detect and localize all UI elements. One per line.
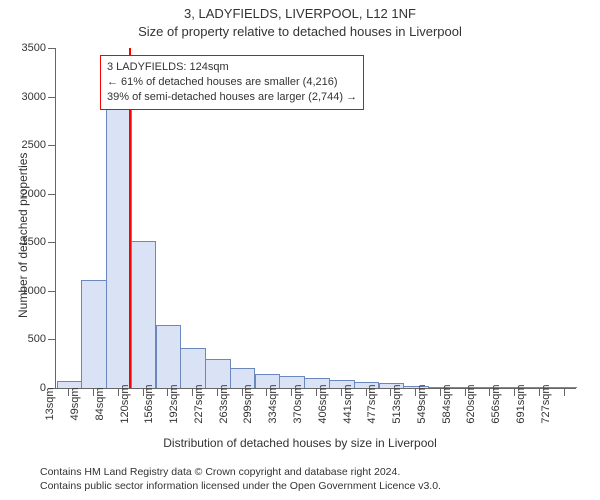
x-tick-label: 477sqm bbox=[366, 384, 378, 423]
y-tick bbox=[48, 145, 56, 146]
y-tick bbox=[48, 339, 56, 340]
x-tick-label: 620sqm bbox=[465, 384, 477, 423]
y-tick bbox=[48, 97, 56, 98]
x-tick bbox=[564, 388, 565, 396]
x-tick-label: 406sqm bbox=[317, 384, 329, 423]
footer-line1: Contains HM Land Registry data © Crown c… bbox=[40, 466, 441, 480]
x-tick-label: 49sqm bbox=[69, 387, 81, 420]
histogram-bar bbox=[131, 241, 157, 388]
x-tick-label: 370sqm bbox=[292, 384, 304, 423]
callout-line3: 39% of semi-detached houses are larger (… bbox=[107, 90, 357, 105]
x-tick-label: 120sqm bbox=[119, 384, 131, 423]
x-tick-label: 549sqm bbox=[416, 384, 428, 423]
x-tick-label: 227sqm bbox=[193, 384, 205, 423]
x-tick-label: 691sqm bbox=[515, 384, 527, 423]
y-tick-label: 2500 bbox=[22, 139, 46, 151]
x-axis-label: Distribution of detached houses by size … bbox=[0, 436, 600, 450]
footer-attribution: Contains HM Land Registry data © Crown c… bbox=[40, 466, 441, 493]
x-tick-label: 513sqm bbox=[391, 384, 403, 423]
x-tick-label: 656sqm bbox=[490, 384, 502, 423]
x-tick-label: 299sqm bbox=[242, 384, 254, 423]
y-tick-label: 3500 bbox=[22, 42, 46, 54]
page-title-line1: 3, LADYFIELDS, LIVERPOOL, L12 1NF bbox=[0, 6, 600, 21]
callout-box: 3 LADYFIELDS: 124sqm ← 61% of detached h… bbox=[100, 55, 364, 110]
x-tick-label: 584sqm bbox=[441, 384, 453, 423]
y-tick-label: 3000 bbox=[22, 91, 46, 103]
histogram-bar bbox=[106, 76, 132, 388]
y-tick bbox=[48, 48, 56, 49]
x-tick-label: 263sqm bbox=[218, 384, 230, 423]
histogram-bar bbox=[156, 325, 182, 388]
y-tick-label: 500 bbox=[28, 333, 46, 345]
page-title-line2: Size of property relative to detached ho… bbox=[0, 24, 600, 39]
x-tick-label: 441sqm bbox=[342, 384, 354, 423]
x-tick-label: 156sqm bbox=[143, 384, 155, 423]
callout-line2: ← 61% of detached houses are smaller (4,… bbox=[107, 75, 357, 90]
x-tick-label: 192sqm bbox=[168, 384, 180, 423]
callout-line1: 3 LADYFIELDS: 124sqm bbox=[107, 60, 357, 75]
footer-line2: Contains public sector information licen… bbox=[40, 480, 441, 494]
histogram-bar bbox=[81, 280, 107, 388]
x-tick-label: 13sqm bbox=[44, 387, 56, 420]
histogram-bar bbox=[180, 348, 206, 388]
y-tick bbox=[48, 242, 56, 243]
y-tick bbox=[48, 291, 56, 292]
x-tick-label: 727sqm bbox=[540, 384, 552, 423]
y-tick bbox=[48, 194, 56, 195]
x-tick-label: 334sqm bbox=[267, 384, 279, 423]
x-tick-label: 84sqm bbox=[94, 387, 106, 420]
y-axis-label: Number of detached properties bbox=[16, 153, 30, 318]
